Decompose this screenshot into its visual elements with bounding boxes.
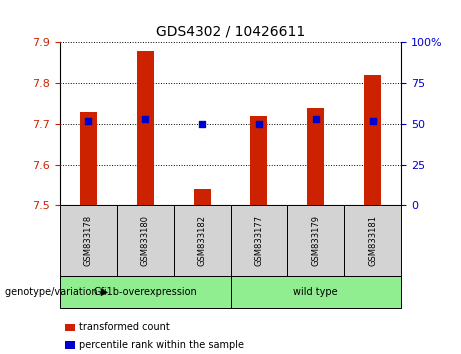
- Text: wild type: wild type: [294, 287, 338, 297]
- Bar: [136, 51, 154, 205]
- Bar: [194, 189, 211, 205]
- Text: GSM833181: GSM833181: [368, 215, 377, 266]
- Text: GSM833179: GSM833179: [311, 215, 320, 266]
- Text: GSM833180: GSM833180: [141, 215, 150, 266]
- Bar: [80, 112, 97, 205]
- Bar: [250, 116, 267, 205]
- Text: genotype/variation ▶: genotype/variation ▶: [5, 287, 108, 297]
- Text: GSM833182: GSM833182: [198, 215, 207, 266]
- Point: [369, 118, 376, 124]
- Text: GSM833178: GSM833178: [84, 215, 93, 266]
- Point: [312, 116, 319, 122]
- Title: GDS4302 / 10426611: GDS4302 / 10426611: [156, 24, 305, 39]
- Text: percentile rank within the sample: percentile rank within the sample: [79, 340, 244, 350]
- Text: transformed count: transformed count: [79, 322, 170, 332]
- Text: Gfi1b-overexpression: Gfi1b-overexpression: [93, 287, 197, 297]
- Bar: [307, 108, 324, 205]
- Point: [142, 116, 149, 122]
- Point: [198, 121, 206, 127]
- Point: [85, 118, 92, 124]
- Text: GSM833177: GSM833177: [254, 215, 263, 266]
- Bar: [364, 75, 381, 205]
- Point: [255, 121, 263, 127]
